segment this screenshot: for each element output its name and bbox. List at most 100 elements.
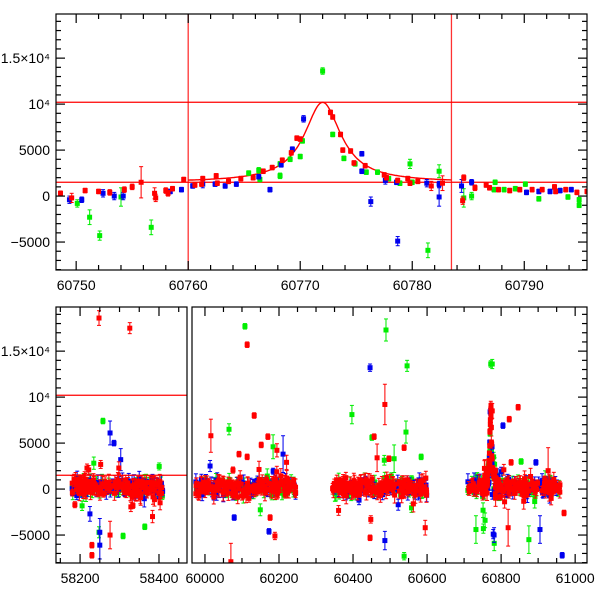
data-point-0000ee (231, 515, 237, 521)
data-point-ff0000 (259, 486, 265, 492)
data-point-00ee00 (480, 526, 486, 532)
data-point-ff0000 (235, 480, 241, 486)
data-point-ff0000 (420, 484, 426, 490)
data-point-0000ee (79, 197, 85, 203)
data-point-ff0000 (407, 481, 413, 487)
data-point-ff0000 (256, 466, 262, 472)
data-point-ff0000 (275, 485, 281, 491)
data-point-0000ee (395, 502, 401, 508)
data-point-ff0000 (192, 182, 198, 188)
data-point-00ee00 (491, 540, 497, 546)
data-point-ff0000 (237, 474, 243, 480)
data-point-ff0000 (122, 484, 128, 490)
data-point-ff0000 (348, 480, 354, 486)
data-point-ff0000 (524, 488, 530, 494)
data-point-00ee00 (100, 418, 106, 424)
data-point-ff0000 (343, 475, 349, 481)
data-point-ff0000 (205, 481, 211, 487)
x-tick-label: 60750 (57, 277, 96, 293)
data-point-0000ee (222, 183, 228, 189)
data-point-ff0000 (57, 190, 63, 196)
data-point-ff0000 (130, 503, 136, 509)
data-point-ff0000 (439, 180, 445, 186)
data-point-ff0000 (338, 478, 344, 484)
data-point-ff0000 (123, 477, 129, 483)
data-point-ff0000 (517, 187, 523, 193)
data-point-00ee00 (565, 194, 571, 200)
data-point-ff0000 (181, 177, 187, 183)
data-point-0000ee (359, 151, 365, 157)
data-point-ff0000 (362, 163, 368, 169)
data-point-ff0000 (72, 502, 78, 508)
data-point-ff0000 (151, 497, 157, 503)
data-point-0000ee (141, 496, 147, 502)
data-point-00ee00 (120, 533, 126, 539)
data-point-00ee00 (407, 161, 413, 167)
data-point-ff0000 (121, 187, 127, 193)
data-point-00ee00 (277, 173, 283, 179)
data-point-ff0000 (262, 490, 268, 496)
data-point-ff0000 (472, 185, 478, 191)
plot-area-segment (193, 318, 567, 563)
data-point-0000ee (118, 457, 124, 463)
data-point-ff0000 (129, 184, 135, 190)
data-point-ff0000 (487, 185, 493, 191)
data-point-ff0000 (73, 487, 79, 493)
data-point-ff0000 (529, 187, 535, 193)
data-point-ff0000 (370, 485, 376, 491)
data-point-ff0000 (223, 488, 229, 494)
data-point-ff0000 (111, 490, 117, 496)
data-point-ff0000 (336, 507, 342, 513)
data-point-0000ee (87, 511, 93, 517)
data-point-ff0000 (153, 195, 159, 201)
data-point-00ee00 (383, 327, 389, 333)
data-point-0000ee (111, 440, 117, 446)
data-point-0000ee (395, 238, 401, 244)
data-point-ff0000 (259, 479, 265, 485)
data-point-ff0000 (71, 477, 77, 483)
data-point-0000ee (547, 188, 553, 194)
data-point-00ee00 (512, 186, 518, 192)
data-point-00ee00 (473, 527, 479, 533)
data-point-ff0000 (111, 483, 117, 489)
data-point-ff0000 (265, 487, 271, 493)
data-point-ff0000 (127, 490, 133, 496)
data-point-00ee00 (576, 197, 582, 203)
data-point-00ee00 (148, 224, 154, 230)
data-point-ff0000 (327, 109, 333, 115)
data-point-0000ee (359, 168, 365, 174)
data-point-00ee00 (142, 524, 148, 530)
data-point-ff0000 (285, 479, 291, 485)
data-point-ff0000 (214, 180, 220, 186)
data-point-0000ee (289, 146, 295, 152)
y-tick-label: 5000 (19, 142, 50, 158)
data-point-ff0000 (340, 147, 346, 153)
data-point-ff0000 (102, 482, 108, 488)
data-point-ff0000 (216, 477, 222, 483)
data-point-ff0000 (330, 486, 336, 492)
data-point-ff0000 (389, 482, 395, 488)
data-point-ff0000 (357, 477, 363, 483)
data-point-ff0000 (193, 491, 199, 497)
data-point-ff0000 (130, 484, 136, 490)
y-tick-label: 1.5×10⁴ (1, 50, 50, 66)
data-point-0000ee (95, 479, 101, 485)
data-point-0000ee (469, 179, 475, 185)
data-point-00ee00 (87, 214, 93, 220)
data-point-00ee00 (491, 187, 497, 193)
data-point-00ee00 (91, 460, 97, 466)
data-point-ff0000 (136, 488, 142, 494)
data-point-0000ee (459, 183, 465, 189)
data-point-ff0000 (381, 482, 387, 488)
data-point-00ee00 (242, 323, 248, 329)
data-point-ff0000 (363, 490, 369, 496)
data-point-ff0000 (98, 461, 104, 467)
data-point-ff0000 (367, 478, 373, 484)
data-point-0000ee (436, 181, 442, 187)
data-point-0000ee (489, 492, 495, 498)
top-panel-zoom-on-peak: 60750 60760 60770 60780 60790 −5000 0 5000 10⁴ 1.… (1, 13, 588, 293)
data-point-ff0000 (199, 181, 205, 187)
data-point-ff0000 (584, 188, 587, 194)
data-point-ff0000 (195, 489, 201, 495)
data-point-ff0000 (539, 488, 545, 494)
